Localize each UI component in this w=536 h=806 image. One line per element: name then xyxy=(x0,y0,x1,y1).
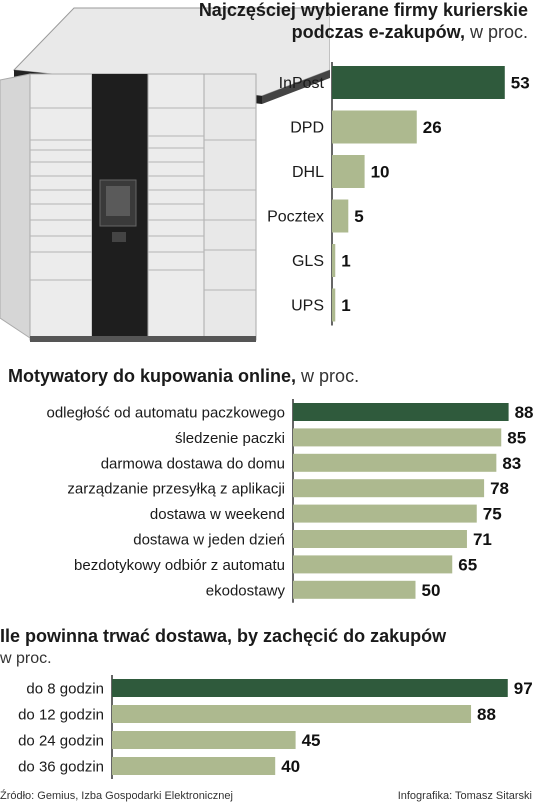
chart1-bar xyxy=(332,155,365,188)
chart2-category-label: bezdotykowy odbiór z automatu xyxy=(74,557,285,574)
chart3-category-label: do 24 godzin xyxy=(18,733,104,750)
chart1-bar xyxy=(332,110,417,144)
chart1-category-label: InPost xyxy=(279,75,325,92)
chart1-bar xyxy=(332,66,505,99)
footer-credit: Infografika: Tomasz Sitarski xyxy=(397,790,532,802)
chart2-category-label: darmowa dostawa do domu xyxy=(101,455,285,472)
chart2-bar xyxy=(293,530,467,548)
chart2-bar xyxy=(293,504,477,523)
chart3-value-label: 40 xyxy=(281,757,300,776)
chart1-value-label: 1 xyxy=(341,252,350,271)
chart2-category-label: zarządzanie przesyłką z aplikacji xyxy=(67,481,285,498)
chart2-bar xyxy=(293,403,509,421)
chart2-category-label: odległość od automatu paczkowego xyxy=(47,405,286,422)
chart3: do 8 godzin 97 do 12 godzin 88 do 24 godzin 4… xyxy=(18,675,533,779)
chart3-bar xyxy=(112,679,508,697)
footer-source: Źródło: Gemius, Izba Gospodarki Elektron… xyxy=(0,790,233,802)
chart1: InPost 53 DPD 26 DHL 10 Pocztex 5 GLS 1 UPS 1 xyxy=(267,62,530,326)
chart2-bar xyxy=(293,580,416,599)
chart3-value-label: 97 xyxy=(514,679,533,698)
chart1-value-label: 1 xyxy=(341,296,350,315)
chart1-bar xyxy=(332,199,349,233)
chart2-value-label: 71 xyxy=(473,530,492,549)
chart2-value-label: 65 xyxy=(458,555,477,574)
chart2-value-label: 75 xyxy=(483,505,502,524)
chart2-value-label: 78 xyxy=(490,479,509,498)
chart2-bar xyxy=(293,479,485,498)
chart1-value-label: 53 xyxy=(511,74,530,93)
chart3-title: Ile powinna trwać dostawa, by zachęcić d… xyxy=(0,626,447,646)
chart1-value-label: 26 xyxy=(423,118,442,137)
chart1-value-label: 5 xyxy=(354,207,363,226)
chart2-value-label: 85 xyxy=(507,428,526,447)
chart1-title-line2: podczas e-zakupów, w proc. xyxy=(291,22,528,42)
chart3-category-label: do 12 godzin xyxy=(18,707,104,724)
chart2-category-label: dostawa w weekend xyxy=(150,506,285,523)
parcel-locker-illustration xyxy=(0,7,330,342)
chart3-value-label: 88 xyxy=(477,705,496,724)
chart2-bar xyxy=(293,555,453,574)
chart3-category-label: do 8 godzin xyxy=(26,681,104,698)
chart2-title-line: Motywatory do kupowania online, w proc. xyxy=(8,366,360,386)
chart1-value-label: 10 xyxy=(371,163,390,182)
chart1-category-label: UPS xyxy=(291,298,324,315)
chart2-bar xyxy=(293,428,502,447)
chart2-bar xyxy=(293,453,497,472)
chart1-bar xyxy=(332,244,336,277)
chart3-bar xyxy=(112,705,472,723)
chart1-category-label: Pocztex xyxy=(267,209,324,226)
chart2: odległość od automatu paczkowego 88 śledze… xyxy=(47,399,534,603)
chart1-category-label: DPD xyxy=(290,120,324,137)
chart3-category-label: do 36 godzin xyxy=(18,759,104,776)
chart1-title: Najczęściej wybierane firmy kurierskie xyxy=(198,0,528,20)
chart2-category-label: ekodostawy xyxy=(206,582,286,599)
chart3-bar xyxy=(112,757,276,775)
chart1-bar xyxy=(332,288,336,322)
chart3-value-label: 45 xyxy=(302,731,321,750)
chart2-value-label: 83 xyxy=(502,454,521,473)
chart1-category-label: DHL xyxy=(292,164,324,181)
chart2-value-label: 50 xyxy=(422,581,441,600)
chart2-category-label: dostawa w jeden dzień xyxy=(133,532,285,549)
chart3-title-suffix: w proc. xyxy=(0,650,52,667)
chart1-category-label: GLS xyxy=(292,253,324,270)
chart2-value-label: 88 xyxy=(515,403,534,422)
chart2-category-label: śledzenie paczki xyxy=(175,430,285,447)
chart3-bar xyxy=(112,731,296,749)
